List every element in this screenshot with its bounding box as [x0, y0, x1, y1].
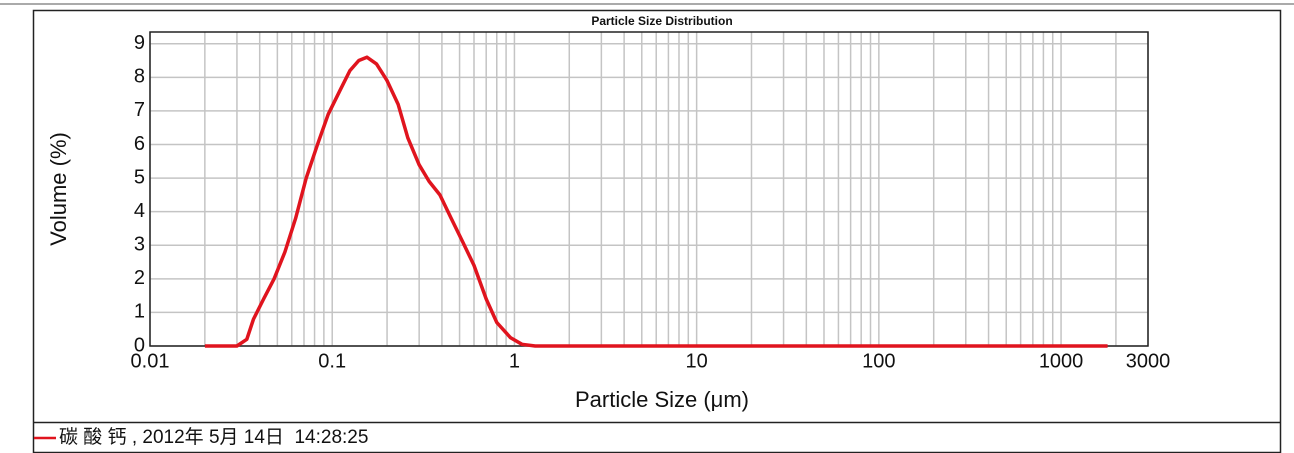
x-tick-label: 3000 — [1126, 350, 1171, 372]
data-line — [204, 55, 1108, 348]
y-tick-label: 1 — [134, 301, 145, 323]
y-tick-label: 5 — [134, 166, 145, 188]
x-tick-label: 100 — [862, 350, 895, 372]
plot-area — [149, 31, 1149, 347]
y-axis-label: Volume (%) — [46, 132, 71, 246]
chart-title: Particle Size Distribution — [591, 14, 732, 28]
legend-label: 碳 酸 钙 , 2012年 5月 14日 14:28:25 — [59, 426, 368, 448]
y-tick-label: 7 — [134, 99, 145, 121]
x-tick-label: 10 — [686, 350, 708, 372]
y-tick-label: 4 — [134, 200, 145, 222]
y-tick-label: 3 — [134, 234, 145, 256]
y-tick-label: 2 — [134, 267, 145, 289]
x-tick-label: 1 — [509, 350, 520, 372]
x-tick-label: 0.01 — [131, 350, 170, 372]
y-tick-label: 8 — [134, 66, 145, 88]
x-axis-label: Particle Size (μm) — [575, 387, 749, 412]
y-tick-label: 0 — [134, 334, 145, 356]
x-tick-label: 1000 — [1039, 350, 1084, 372]
y-tick-label: 6 — [134, 133, 145, 155]
x-tick-label: 0.1 — [318, 350, 346, 372]
y-tick-label: 9 — [134, 32, 145, 54]
